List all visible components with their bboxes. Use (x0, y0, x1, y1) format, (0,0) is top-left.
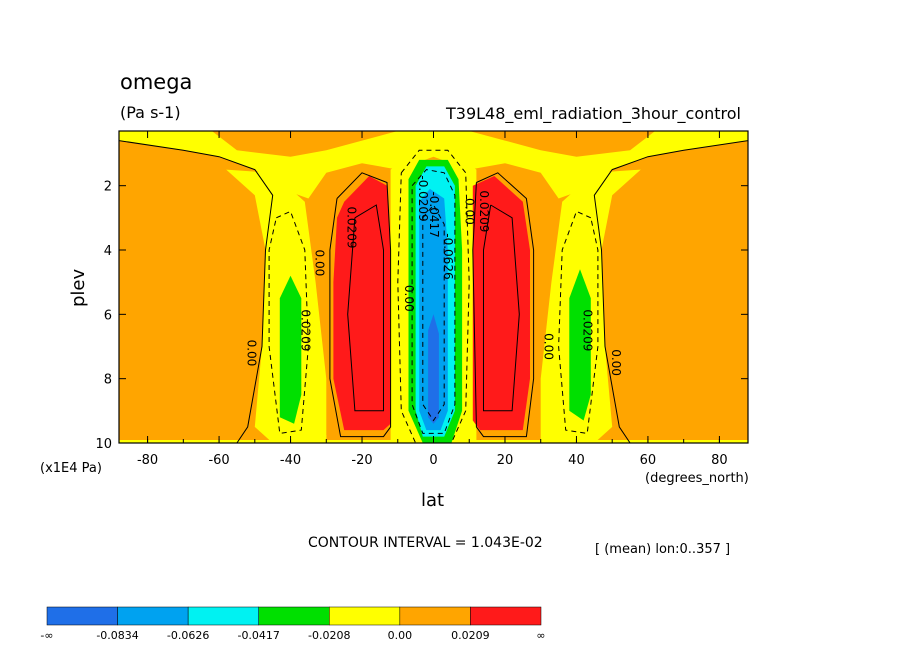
colorbar-label: 0.00 (388, 629, 413, 642)
colorbar-swatch (258, 606, 330, 626)
x-tick-label: 80 (711, 453, 728, 468)
colorbar-label: 0.0209 (451, 629, 490, 642)
x-tick-label: 60 (640, 453, 657, 468)
x-tick-label: 40 (568, 453, 585, 468)
contour-labels: 0.000.02090.000.02090.00-0.0209-0.0417-0… (245, 175, 624, 376)
y-axis-units: (x1E4 Pa) (40, 461, 102, 476)
x-axis-label: lat (421, 490, 445, 511)
colorbar-label: -0.0417 (237, 629, 279, 642)
contour-label: 0.00 (541, 333, 555, 360)
contour-label: 0.0209 (298, 309, 312, 351)
contour-label: 0.0209 (477, 190, 491, 232)
colorbar-swatch (329, 606, 401, 626)
contour-neg-eq-core (422, 204, 445, 422)
colorbar-label: -0.0208 (308, 629, 350, 642)
contour-fields (119, 131, 748, 443)
contour-neg-eq-outer (397, 149, 470, 443)
colorbar-label: -0.0834 (96, 629, 138, 642)
x-tick-label: 0 (429, 453, 437, 468)
field-red-south (333, 176, 391, 431)
x-tick-label: -60 (208, 453, 229, 468)
colorbar: -∞ -0.0834 -0.0626 -0.0417 -0.0208 0.00 0.0209… (40, 606, 546, 642)
contour-label: 0.00 (402, 285, 416, 312)
contour-pos-south (329, 172, 392, 438)
field-green-north (569, 269, 591, 421)
field-lightblue-eq (419, 188, 448, 431)
experiment-name: T39L48_eml_radiation_3hour_control (445, 104, 741, 123)
y-axis-label: plev (68, 268, 89, 307)
colorbar-swatch (117, 606, 189, 626)
y-tick-label: 6 (104, 308, 112, 323)
contour-label: 0.00 (463, 198, 477, 225)
colorbar-label: ∞ (536, 629, 545, 642)
contour-label: -0.0626 (441, 233, 455, 279)
contour-label: -0.0417 (427, 191, 441, 237)
x-tick-label: -80 (137, 453, 158, 468)
colorbar-swatch (46, 606, 118, 626)
y-axis-ticks: 2 4 6 8 10 (95, 180, 748, 452)
contour-interval: CONTOUR INTERVAL = 1.043E-02 (308, 535, 543, 551)
colorbar-swatch (470, 606, 542, 626)
x-tick-label: -40 (280, 453, 301, 468)
contour-neg-eq-inner (411, 169, 456, 434)
contour-label: 0.00 (609, 349, 623, 376)
colorbar-label: -∞ (40, 629, 53, 642)
contour-pos-north (472, 172, 535, 438)
contour-neg-south (268, 210, 309, 434)
colorbar-label: -0.0626 (167, 629, 209, 642)
y-tick-label: 8 (104, 373, 112, 388)
contour-label: 0.0209 (581, 309, 595, 351)
x-tick-label: 20 (497, 453, 514, 468)
contour-label: 0.00 (313, 250, 327, 277)
contour-label: 0.0209 (345, 206, 359, 248)
contour-label: 0.00 (245, 340, 259, 367)
y-tick-label: 10 (95, 437, 112, 452)
colorbar-swatch (187, 606, 259, 626)
y-tick-label: 4 (104, 244, 112, 259)
contour-zero-se (593, 140, 748, 443)
x-axis-units: (degrees_north) (645, 471, 749, 486)
x-axis-ticks: -80 -60 -40 -20 0 20 40 60 80 (137, 131, 728, 468)
region-info: [ (mean) lon:0..357 ] (595, 542, 731, 557)
contour-zero-sw (119, 140, 274, 443)
contour-label: -0.0209 (416, 175, 430, 221)
field-green-south (279, 275, 302, 424)
chart-title: omega (120, 70, 193, 94)
x-tick-label: -20 (351, 453, 372, 468)
contour-pos2-north (483, 204, 520, 412)
field-darkblue-eq (428, 314, 439, 424)
contour-neg-north (558, 210, 599, 434)
contour-pos2-south (347, 204, 384, 412)
y-tick-label: 2 (104, 180, 112, 195)
colorbar-swatch (399, 606, 471, 626)
chart-units: (Pa s-1) (120, 103, 181, 122)
field-yellow-gap (304, 435, 327, 443)
